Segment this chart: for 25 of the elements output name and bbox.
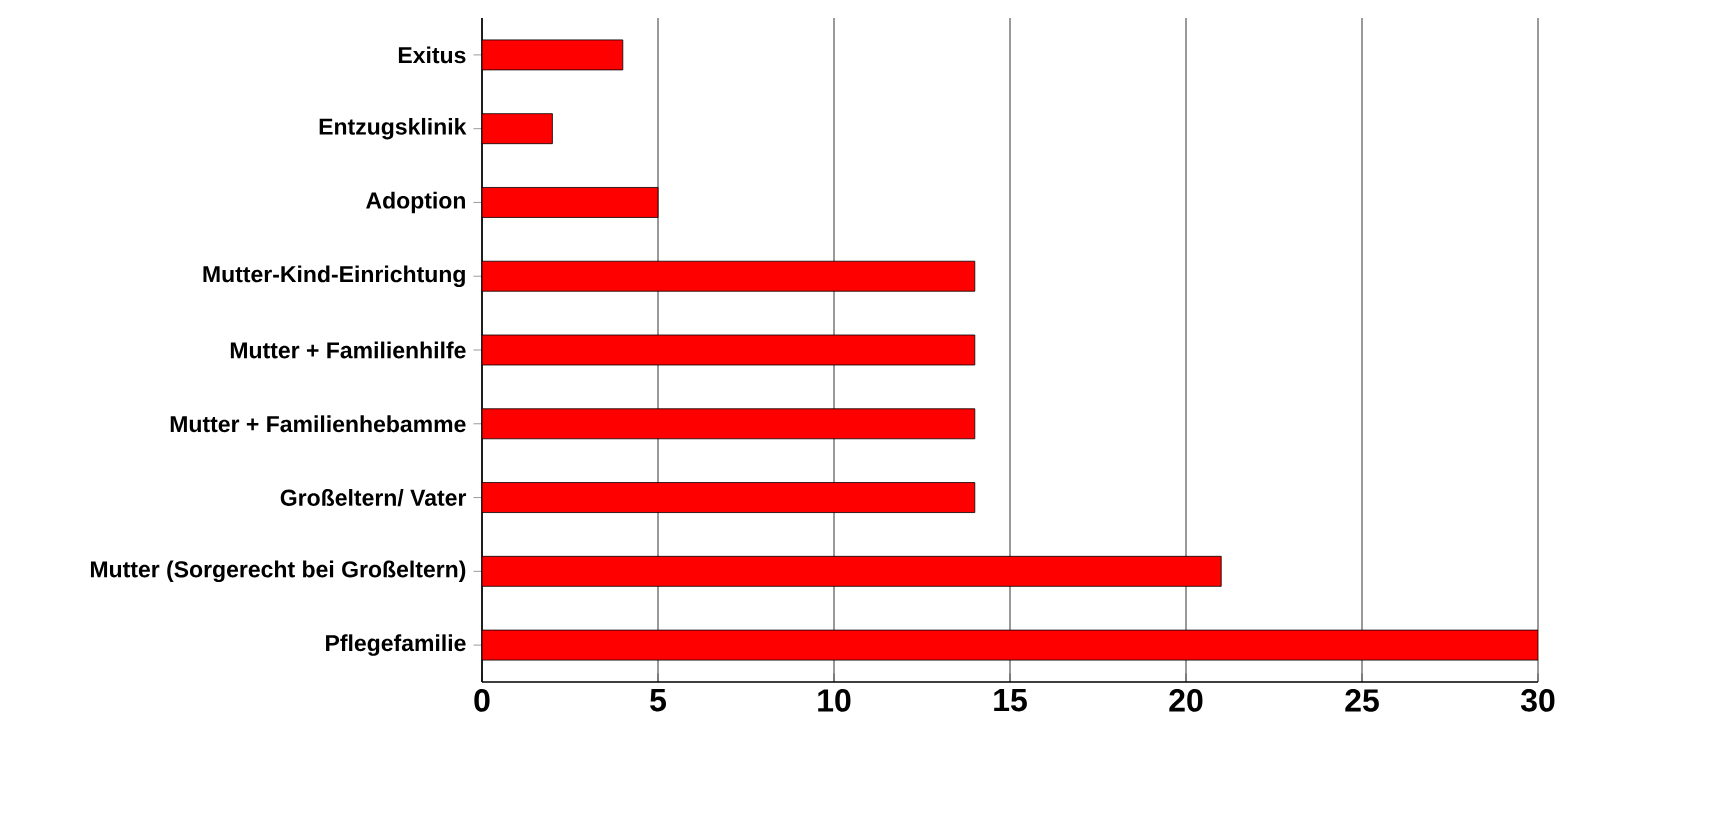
bar xyxy=(482,629,1538,661)
y-tick-label: Mutter (Sorgerecht bei Großeltern) xyxy=(90,560,466,583)
y-tick-label: Adoption xyxy=(366,191,465,214)
y-tick-label: Mutter-Kind-Einrichtung xyxy=(203,265,465,287)
x-tick-label: 5 xyxy=(650,689,667,712)
y-tick-label: Mutter + Familienhilfe xyxy=(230,341,466,359)
bar xyxy=(482,482,976,513)
bar xyxy=(482,408,976,440)
x-tick-label: 25 xyxy=(1345,689,1379,712)
y-tick-label: Exitus xyxy=(398,46,466,64)
bar xyxy=(482,334,976,366)
y-tick-label: Entzugsklinik xyxy=(319,117,467,140)
y-tick-label: Mutter + Familienhebamme xyxy=(170,415,466,433)
x-tick-label: 15 xyxy=(994,689,1027,712)
x-tick-label: 10 xyxy=(818,689,851,712)
x-tick-label: 30 xyxy=(1520,689,1555,712)
bar xyxy=(482,113,553,145)
bar xyxy=(482,39,624,71)
x-tick-label: 0 xyxy=(474,689,490,712)
y-tick-label: Pflegefamilie xyxy=(326,634,466,656)
y-tick-label: Großeltern/ Vater xyxy=(280,489,467,507)
bar xyxy=(482,187,659,218)
bar xyxy=(482,260,976,292)
bar xyxy=(482,555,1222,587)
x-tick-label: 20 xyxy=(1169,689,1203,712)
